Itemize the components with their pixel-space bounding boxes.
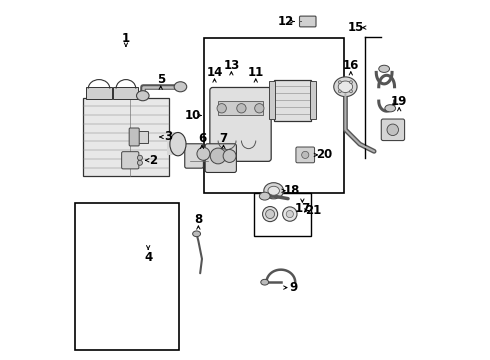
Bar (274, 80, 311, 121)
FancyBboxPatch shape (296, 147, 315, 163)
Text: 3: 3 (164, 130, 172, 144)
Text: 16: 16 (343, 59, 359, 72)
Circle shape (137, 155, 143, 160)
FancyBboxPatch shape (210, 87, 271, 161)
Text: 19: 19 (391, 95, 407, 108)
Ellipse shape (170, 132, 186, 156)
Text: 4: 4 (144, 251, 152, 264)
Circle shape (349, 90, 352, 93)
Ellipse shape (174, 82, 187, 92)
Circle shape (283, 207, 297, 221)
Ellipse shape (137, 91, 149, 101)
Circle shape (302, 151, 309, 158)
Bar (218, 101, 263, 116)
Text: 2: 2 (149, 154, 158, 167)
Ellipse shape (338, 81, 353, 93)
Text: 11: 11 (247, 66, 264, 79)
Circle shape (217, 104, 226, 113)
Text: 9: 9 (289, 281, 297, 294)
Ellipse shape (334, 77, 357, 96)
Circle shape (137, 160, 143, 165)
Text: 12: 12 (278, 15, 294, 28)
Ellipse shape (268, 186, 279, 195)
FancyBboxPatch shape (205, 144, 236, 172)
Ellipse shape (263, 207, 278, 222)
Text: 14: 14 (206, 66, 223, 79)
Text: 15: 15 (348, 21, 365, 34)
FancyBboxPatch shape (299, 16, 316, 27)
Bar (254, 193, 311, 235)
Circle shape (286, 211, 294, 218)
Circle shape (223, 149, 236, 162)
Text: 13: 13 (223, 59, 240, 72)
Bar (113, 87, 139, 99)
Ellipse shape (261, 279, 269, 285)
Text: 5: 5 (157, 73, 165, 86)
Bar (74, 203, 179, 350)
Ellipse shape (264, 183, 284, 199)
Bar (270, 81, 275, 119)
Text: 6: 6 (198, 132, 206, 145)
Bar (87, 87, 112, 99)
FancyBboxPatch shape (129, 128, 139, 146)
Ellipse shape (193, 231, 200, 237)
FancyBboxPatch shape (185, 144, 203, 168)
FancyBboxPatch shape (122, 152, 139, 169)
Bar (136, 131, 148, 143)
Circle shape (197, 147, 210, 160)
Bar (310, 81, 316, 119)
Text: 17: 17 (294, 202, 311, 215)
Circle shape (237, 104, 246, 113)
Text: 21: 21 (305, 204, 321, 217)
Circle shape (339, 81, 341, 84)
Ellipse shape (385, 105, 395, 112)
Text: 20: 20 (316, 148, 332, 161)
Circle shape (255, 104, 264, 113)
Ellipse shape (259, 192, 270, 200)
FancyBboxPatch shape (381, 119, 405, 140)
Text: 8: 8 (194, 213, 202, 226)
Bar (167, 132, 180, 155)
Circle shape (349, 81, 352, 84)
Circle shape (387, 124, 398, 135)
Text: 10: 10 (185, 109, 201, 122)
Circle shape (210, 148, 226, 164)
Bar (204, 39, 343, 193)
Ellipse shape (379, 65, 390, 72)
Bar (83, 98, 169, 176)
Ellipse shape (266, 210, 274, 219)
Circle shape (339, 90, 341, 93)
Text: 7: 7 (220, 132, 227, 145)
Text: 1: 1 (122, 32, 130, 45)
Text: 18: 18 (283, 184, 300, 197)
